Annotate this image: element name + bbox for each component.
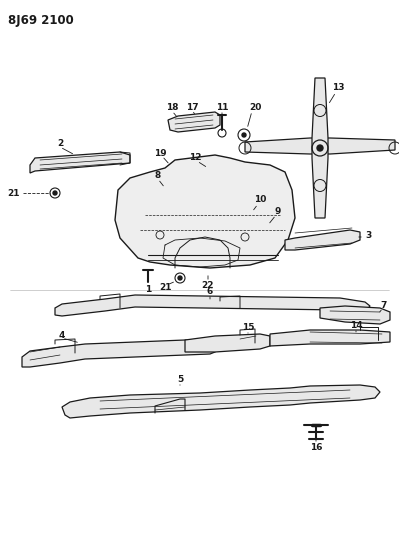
Text: 5: 5 (177, 375, 183, 384)
Text: 22: 22 (202, 281, 214, 290)
Polygon shape (270, 330, 390, 346)
Text: 15: 15 (242, 322, 254, 332)
Text: 13: 13 (332, 84, 344, 93)
Circle shape (178, 276, 182, 280)
Text: 1: 1 (145, 285, 151, 294)
Polygon shape (115, 155, 295, 268)
Text: 21: 21 (159, 284, 171, 293)
Polygon shape (30, 152, 130, 173)
Polygon shape (62, 385, 380, 418)
Text: 9: 9 (275, 207, 281, 216)
Text: 12: 12 (189, 154, 201, 163)
Circle shape (242, 133, 246, 137)
Text: 6: 6 (207, 287, 213, 295)
Text: 21: 21 (7, 189, 19, 198)
Text: 7: 7 (381, 301, 387, 310)
Text: 17: 17 (186, 102, 198, 111)
Text: 11: 11 (216, 102, 228, 111)
Polygon shape (312, 78, 328, 218)
Polygon shape (55, 295, 370, 316)
Text: 8J69 2100: 8J69 2100 (8, 14, 74, 27)
Polygon shape (22, 340, 215, 367)
Polygon shape (245, 138, 395, 154)
Text: 18: 18 (166, 103, 178, 112)
Text: 14: 14 (350, 320, 362, 329)
Text: 4: 4 (59, 330, 65, 340)
Text: 19: 19 (154, 149, 166, 157)
Circle shape (53, 191, 57, 195)
Text: 2: 2 (57, 139, 63, 148)
Circle shape (317, 145, 323, 151)
Text: 20: 20 (249, 103, 261, 112)
Polygon shape (285, 230, 360, 250)
Text: 3: 3 (365, 231, 371, 240)
Text: 8: 8 (155, 172, 161, 181)
Text: 10: 10 (254, 196, 266, 205)
Polygon shape (168, 112, 220, 132)
Text: 16: 16 (310, 443, 322, 453)
Polygon shape (185, 334, 270, 352)
Polygon shape (320, 306, 390, 324)
